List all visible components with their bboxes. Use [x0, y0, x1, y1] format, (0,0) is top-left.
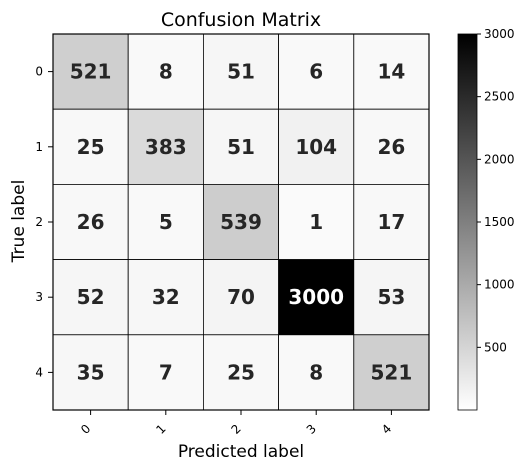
cell-value-label: 3000: [288, 285, 344, 309]
cell-value-label: 383: [145, 135, 187, 159]
y-tick-label: 4: [35, 365, 43, 379]
colorbar-ticks: 500 1000 1500 2000 2500 3000: [477, 27, 515, 354]
y-axis-label: True label: [9, 180, 29, 264]
cell-value-label: 521: [70, 60, 112, 84]
cell-value-label: 26: [377, 135, 405, 159]
cell-value-label: 70: [227, 285, 255, 309]
heatmap-cell: [52, 108, 129, 185]
x-axis-label: Predicted label: [178, 442, 304, 462]
chart-title: Confusion Matrix: [161, 9, 321, 31]
cell-value-label: 14: [377, 60, 405, 84]
heatmap-cell: [278, 33, 355, 110]
heatmap-cell: [353, 183, 430, 260]
cell-value-label: 51: [227, 60, 255, 84]
cell-value-label: 1: [309, 210, 323, 234]
cell-value-label: 8: [159, 60, 173, 84]
heatmap-cell: [52, 33, 129, 110]
cell-value-label: 35: [77, 360, 105, 384]
colorbar-tick-label: 500: [484, 340, 507, 354]
heatmap-cell: [278, 259, 355, 336]
cell-value-label: 539: [220, 210, 262, 234]
cell-value-label: 32: [152, 285, 180, 309]
cell-value-label: 26: [77, 210, 105, 234]
y-tick-label: 3: [35, 290, 43, 304]
heatmap-cell: [202, 183, 279, 260]
heatmap-cell: [127, 33, 204, 110]
heatmap-cell: [353, 334, 430, 411]
cell-value-labels: 521 8 51 6 14 25 383 51 104 26 26 5 539 1 17 52 32 70 3000…: [70, 60, 413, 385]
heatmap-cell: [278, 183, 355, 260]
colorbar-tick-label: 2500: [484, 90, 515, 104]
y-tick-label: 1: [35, 140, 43, 154]
cell-value-label: 104: [295, 135, 337, 159]
heatmap-cell: [127, 183, 204, 260]
y-tick-labels: 0 1 2 3 4: [35, 65, 53, 379]
heatmap-cell: [202, 334, 279, 411]
x-tick-label: 1: [153, 422, 168, 437]
cell-value-label: 25: [227, 360, 255, 384]
heatmap-cell: [202, 108, 279, 185]
cell-value-label: 51: [227, 135, 255, 159]
heatmap-cell: [52, 334, 129, 411]
cell-value-label: 8: [309, 360, 323, 384]
cell-value-label: 52: [77, 285, 105, 309]
cell-value-label: 7: [159, 360, 173, 384]
cell-value-label: 6: [309, 60, 323, 84]
colorbar-tick-label: 3000: [484, 27, 515, 41]
y-tick-label: 0: [35, 65, 43, 79]
x-tick-label: 3: [304, 422, 319, 437]
heatmap-cells: [52, 33, 430, 411]
heatmap-cell: [353, 259, 430, 336]
x-tick-labels: 0 1 2 3 4: [78, 410, 394, 437]
colorbar: [458, 34, 477, 410]
x-tick-label: 0: [78, 422, 93, 437]
cell-value-label: 25: [77, 135, 105, 159]
cell-value-label: 521: [371, 360, 413, 384]
heatmap-cell: [353, 33, 430, 110]
heatmap-cell: [127, 259, 204, 336]
x-tick-label: 4: [379, 422, 394, 437]
x-tick-label: 2: [229, 422, 244, 437]
colorbar-tick-label: 2000: [484, 152, 515, 166]
cell-value-label: 53: [377, 285, 405, 309]
heatmap-cell: [353, 108, 430, 185]
colorbar-tick-label: 1500: [484, 215, 515, 229]
heatmap-cell: [202, 259, 279, 336]
cell-value-label: 17: [377, 210, 405, 234]
y-tick-label: 2: [35, 215, 43, 229]
heatmap-cell: [127, 334, 204, 411]
cell-value-label: 5: [159, 210, 173, 234]
colorbar-tick-label: 1000: [484, 278, 515, 292]
